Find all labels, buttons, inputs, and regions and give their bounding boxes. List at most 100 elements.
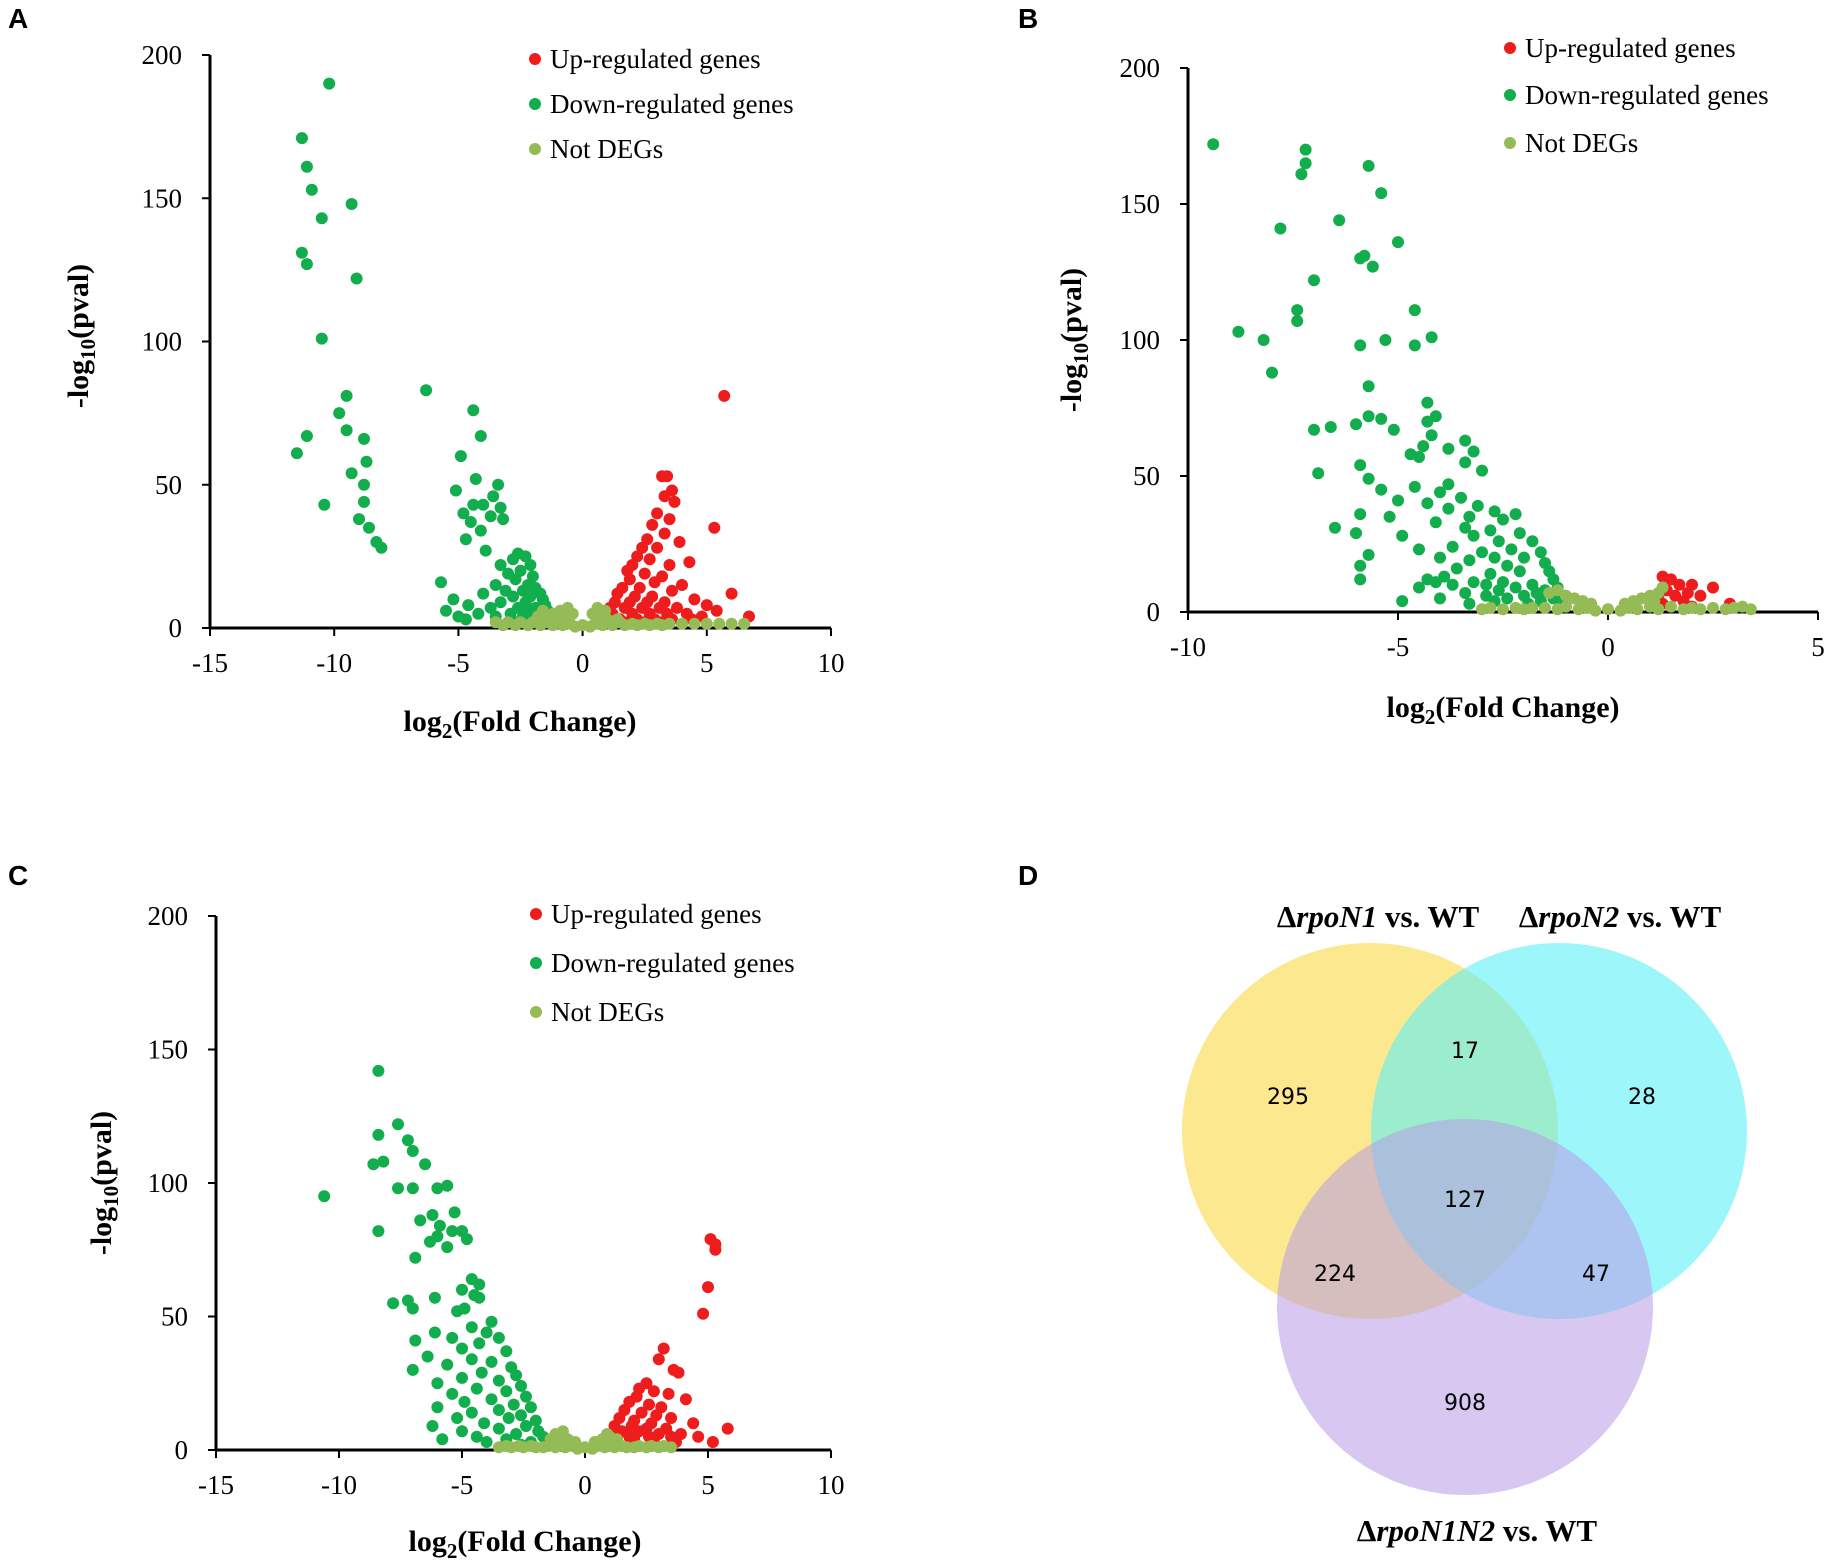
legend-marker-up-b (1504, 42, 1516, 54)
x-tick-label-a: -15 (192, 648, 228, 678)
y-tick-label-b: 150 (1120, 189, 1161, 219)
point-down-b (1459, 587, 1472, 599)
point-down-c (431, 1377, 444, 1390)
venn-count-only-rpon1: 295 (1267, 1085, 1309, 1110)
point-not-deg-b (1719, 603, 1732, 616)
point-down-a (447, 593, 460, 606)
x-tick-label-a: 10 (818, 648, 845, 678)
point-down-c (426, 1209, 439, 1221)
point-not-deg-b (1551, 603, 1564, 616)
point-not-deg-b (1648, 595, 1661, 608)
point-down-a (333, 407, 346, 420)
point-up-a (638, 567, 651, 580)
point-down-b (1446, 540, 1459, 553)
point-down-a (360, 455, 373, 468)
point-down-b (1392, 494, 1404, 507)
point-down-b (1207, 138, 1220, 151)
point-not-deg-b (1707, 601, 1719, 614)
point-down-b (1308, 423, 1320, 436)
point-down-b (1534, 546, 1547, 559)
point-down-c (428, 1326, 441, 1339)
point-down-c (387, 1297, 400, 1310)
point-down-c (470, 1382, 483, 1395)
legend-label-down-a: Down-regulated genes (550, 89, 794, 119)
x-axis-title-c: log2(Fold Change) (408, 1525, 641, 1563)
point-not-deg-c (645, 1440, 658, 1452)
point-down-c (478, 1417, 491, 1430)
y-tick-label-c: 150 (148, 1035, 189, 1065)
point-up-c (679, 1393, 692, 1406)
point-not-deg-b (1509, 601, 1522, 614)
point-up-c (662, 1387, 675, 1400)
legend-marker-down-b (1504, 89, 1516, 101)
y-tick-label-c: 200 (148, 901, 189, 931)
y-tick-label-b: 0 (1147, 597, 1161, 627)
point-down-b (1266, 366, 1278, 379)
point-up-c (665, 1412, 678, 1424)
x-axis-title-b: log2(Fold Change) (1386, 691, 1619, 729)
point-down-a (494, 501, 507, 514)
point-down-c (456, 1425, 468, 1438)
point-down-c (480, 1326, 493, 1339)
point-down-c (409, 1334, 422, 1347)
point-up-c (721, 1422, 734, 1435)
point-down-b (1467, 445, 1480, 458)
point-down-b (1396, 595, 1409, 608)
point-not-deg-a (725, 617, 738, 630)
point-not-deg-a (569, 620, 582, 633)
point-down-b (1459, 434, 1472, 447)
point-down-a (305, 183, 318, 196)
legend-marker-not-c (530, 1006, 542, 1018)
point-down-a (323, 77, 336, 90)
point-down-b (1446, 578, 1459, 591)
point-down-b (1425, 331, 1438, 344)
point-down-b (1379, 334, 1392, 346)
point-down-b (1467, 576, 1480, 589)
point-down-b (1509, 581, 1522, 594)
point-down-b (1505, 543, 1518, 556)
point-down-b (1291, 304, 1304, 317)
point-up-a (646, 518, 659, 531)
point-down-b (1350, 527, 1362, 540)
point-down-c (475, 1366, 488, 1379)
point-down-b (1429, 516, 1442, 529)
x-tick-label-b: 0 (1601, 632, 1615, 662)
y-axis-title-c: -log10(pval) (85, 1111, 123, 1255)
point-down-b (1501, 559, 1514, 572)
point-down-c (441, 1179, 454, 1192)
point-up-a (661, 470, 674, 483)
x-tick-label-c: 10 (818, 1470, 845, 1500)
point-down-c (480, 1436, 493, 1448)
points-b (1207, 138, 1757, 617)
point-down-a (484, 510, 497, 523)
point-up-c (652, 1353, 665, 1366)
legend-label-not-c: Not DEGs (551, 997, 664, 1027)
point-up-c (687, 1417, 700, 1430)
legend-marker-not-b (1504, 137, 1516, 149)
point-down-a (315, 212, 328, 225)
point-up-b (1707, 581, 1719, 594)
point-not-deg-c (569, 1436, 582, 1448)
points-c (318, 1064, 734, 1455)
point-down-a (489, 579, 502, 591)
point-down-b (1408, 339, 1421, 352)
point-down-b (1408, 480, 1421, 493)
point-down-a (497, 513, 510, 526)
point-up-a (688, 593, 701, 606)
point-down-b (1354, 573, 1367, 586)
point-not-deg-a (700, 617, 713, 630)
point-down-a (467, 498, 480, 511)
point-down-b (1299, 143, 1312, 156)
point-down-c (510, 1369, 523, 1382)
point-down-a (300, 430, 313, 442)
point-down-c (520, 1420, 532, 1432)
point-down-b (1434, 486, 1446, 499)
point-not-deg-a (599, 604, 611, 617)
point-down-b (1429, 576, 1442, 589)
point-not-deg-c (512, 1440, 525, 1452)
point-down-c (470, 1430, 483, 1443)
legend-marker-down-a (529, 98, 541, 110)
point-not-deg-b (1665, 600, 1677, 613)
point-down-b (1354, 459, 1367, 472)
